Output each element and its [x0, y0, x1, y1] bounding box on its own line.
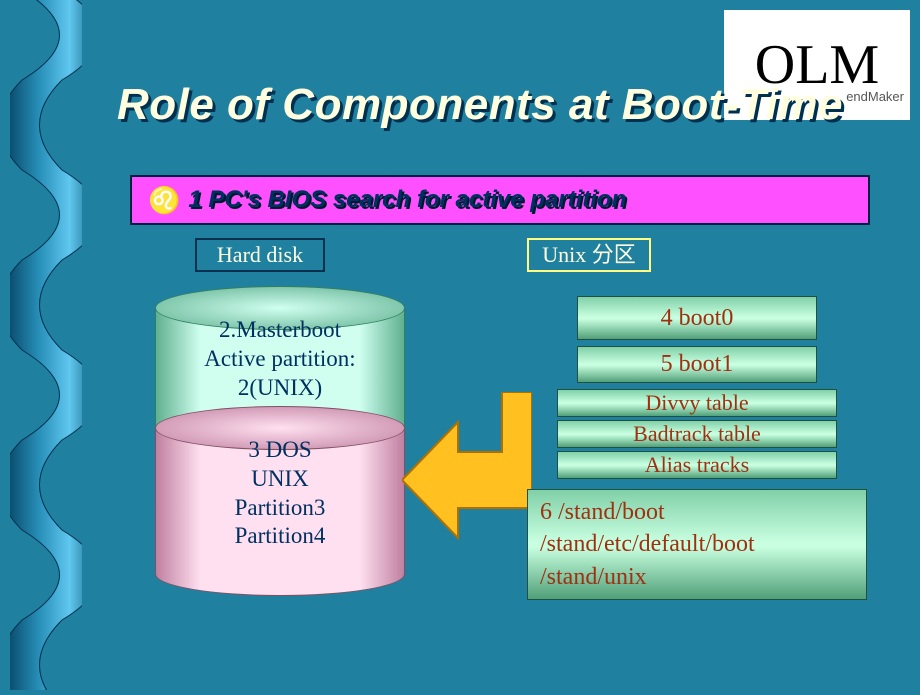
unix-label: Unix 分区 [527, 238, 651, 272]
box-alias: Alias tracks [557, 451, 837, 479]
box-badtrack: Badtrack table [557, 420, 837, 448]
box-boot1: 5 boot1 [577, 346, 817, 383]
harddisk-label: Hard disk [195, 238, 325, 272]
slide-title: Role of Components at Boot-Time [100, 80, 860, 130]
unix-partition-stack: 4 boot0 5 boot1 Divvy table Badtrack tab… [527, 296, 867, 606]
arrow-icon [402, 392, 532, 552]
box-boot0: 4 boot0 [577, 296, 817, 340]
bullet-text: 1 PC's BIOS search for active partition [188, 186, 626, 214]
leo-icon: ♌ [148, 185, 180, 216]
cylinder-lower-text: 3 DOS UNIX Partition3 Partition4 [155, 436, 405, 551]
box-stand: 6 /stand/boot /stand/etc/default/boot /s… [527, 489, 867, 600]
cylinder-upper-text: 2.Masterboot Active partition: 2(UNIX) [155, 316, 405, 402]
decorative-ribbon [10, 0, 82, 690]
box-divvy: Divvy table [557, 389, 837, 417]
bullet-bar: ♌ 1 PC's BIOS search for active partitio… [130, 175, 870, 225]
harddisk-cylinder: 2.Masterboot Active partition: 2(UNIX) 3… [155, 286, 405, 586]
